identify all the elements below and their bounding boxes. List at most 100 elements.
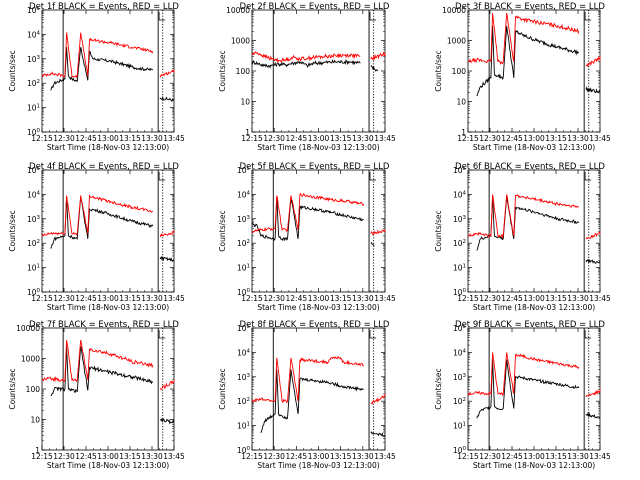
y-axis-label: Counts/sec xyxy=(8,50,17,91)
x-tick-label: 12:30 xyxy=(263,134,285,143)
y-axis-label: Counts/sec xyxy=(434,368,443,409)
series-lld xyxy=(585,231,601,240)
x-tick-label: 12:15 xyxy=(241,134,263,143)
y-tick-label: 1 xyxy=(461,128,466,137)
plot-frame xyxy=(41,327,175,451)
y-tick-label: 103 xyxy=(27,55,41,64)
x-tick-label: 12:30 xyxy=(53,294,75,303)
y-tick-label: 10 xyxy=(30,416,40,425)
panel-det-4: Det 4f BLACK = Events, RED = LLD 100 101 10… xyxy=(8,162,185,312)
x-tick-label: 13:30 xyxy=(567,134,589,143)
x-axis-label: Start Time (18-Nov-03 12:13:00) xyxy=(47,143,169,152)
marker-bracket xyxy=(584,330,592,339)
series-lld xyxy=(251,51,361,64)
y-tick-label: 100 xyxy=(27,128,41,137)
series-lld xyxy=(251,192,365,234)
marker-bracket xyxy=(158,330,166,339)
series-lld xyxy=(585,389,601,398)
x-tick-label: 12:30 xyxy=(263,452,285,461)
x-axis-label: Start Time (18-Nov-03 12:13:00) xyxy=(473,143,595,152)
x-tick-label: 12:45 xyxy=(501,452,523,461)
x-tick-label: 12:15 xyxy=(241,452,263,461)
x-tick-label: 13:45 xyxy=(589,452,611,461)
y-tick-label: 102 xyxy=(453,239,466,248)
y-tick-label: 105 xyxy=(453,324,467,333)
x-tick-label: 12:15 xyxy=(457,452,479,461)
x-tick-label: 13:00 xyxy=(523,294,545,303)
y-tick-label: 100 xyxy=(26,385,41,394)
y-tick-label: 105 xyxy=(237,324,251,333)
x-tick-label: 13:15 xyxy=(330,134,352,143)
series-lld xyxy=(159,230,175,238)
series-lld xyxy=(41,340,154,383)
panel-det-2: Det 2f BLACK = Events, RED = LLD 1 10 100 10… xyxy=(218,2,396,152)
series-lld xyxy=(159,379,175,391)
y-axis-label: Counts/sec xyxy=(218,368,227,409)
y-tick-label: 10000 xyxy=(16,324,40,333)
series-events xyxy=(50,47,154,91)
x-tick-label: 12:45 xyxy=(286,452,308,461)
x-tick-label: 13:15 xyxy=(545,134,567,143)
x-tick-label: 12:45 xyxy=(501,294,523,303)
series-lld xyxy=(370,393,386,405)
x-tick-label: 12:30 xyxy=(53,452,75,461)
x-tick-label: 13:15 xyxy=(330,294,352,303)
y-tick-label: 104 xyxy=(453,190,467,199)
x-axis-label: Start Time (18-Nov-03 12:13:00) xyxy=(47,461,169,470)
plot-frame xyxy=(467,9,601,133)
x-tick-label: 13:15 xyxy=(545,294,567,303)
y-tick-label: 100 xyxy=(453,446,467,455)
y-tick-label: 102 xyxy=(27,239,40,248)
series-events xyxy=(50,196,154,249)
y-axis-label: Counts/sec xyxy=(218,50,227,91)
plot-frame xyxy=(467,169,601,293)
series-events xyxy=(476,196,580,251)
plot-frame xyxy=(467,327,601,451)
panel-title: Det 2f BLACK = Events, RED = LLD xyxy=(240,2,390,12)
x-tick-label: 13:00 xyxy=(523,134,545,143)
x-tick-label: 12:15 xyxy=(241,294,263,303)
x-tick-label: 12:30 xyxy=(479,294,501,303)
y-tick-label: 104 xyxy=(237,348,251,357)
panel-det-7: Det 7f BLACK = Events, RED = LLD 1 10 100 10… xyxy=(8,320,185,470)
panel-det-9: Det 9f BLACK = Events, RED = LLD 100 101 10… xyxy=(434,320,611,470)
x-tick-label: 12:15 xyxy=(457,294,479,303)
series-lld xyxy=(467,352,580,397)
series-events xyxy=(159,255,175,263)
panel-title: Det 7f BLACK = Events, RED = LLD xyxy=(29,320,179,330)
y-tick-label: 104 xyxy=(27,30,41,39)
x-tick-label: 12:45 xyxy=(75,452,97,461)
y-tick-label: 105 xyxy=(27,6,41,15)
x-tick-label: 13:15 xyxy=(545,452,567,461)
series-events xyxy=(585,86,601,94)
x-tick-label: 13:30 xyxy=(141,452,163,461)
x-tick-label: 13:00 xyxy=(308,294,330,303)
plot-frame xyxy=(251,327,386,451)
marker-bracket xyxy=(369,12,377,21)
x-tick-label: 12:15 xyxy=(457,134,479,143)
x-axis-label: Start Time (18-Nov-03 12:13:00) xyxy=(47,303,169,312)
panel-title: Det 3f BLACK = Events, RED = LLD xyxy=(455,2,605,12)
marker-bracket xyxy=(158,12,166,21)
y-tick-label: 104 xyxy=(237,190,251,199)
series-events xyxy=(370,431,386,437)
x-tick-label: 13:00 xyxy=(97,294,119,303)
x-tick-label: 13:30 xyxy=(352,294,374,303)
panel-title: Det 4f BLACK = Events, RED = LLD xyxy=(29,162,179,172)
marker-bracket xyxy=(369,330,377,339)
x-tick-label: 12:30 xyxy=(53,134,75,143)
x-tick-label: 13:30 xyxy=(352,134,374,143)
series-lld xyxy=(585,55,601,67)
marker-bracket xyxy=(158,172,166,181)
y-tick-label: 103 xyxy=(237,215,251,224)
y-axis-label: Counts/sec xyxy=(434,210,443,251)
panel-title: Det 8f BLACK = Events, RED = LLD xyxy=(240,320,390,330)
x-tick-label: 12:45 xyxy=(75,294,97,303)
series-lld xyxy=(41,193,154,237)
panel-title: Det 5f BLACK = Events, RED = LLD xyxy=(240,162,390,172)
series-events xyxy=(476,25,580,97)
y-tick-label: 102 xyxy=(453,397,466,406)
x-tick-label: 12:30 xyxy=(479,452,501,461)
series-events xyxy=(159,95,175,103)
